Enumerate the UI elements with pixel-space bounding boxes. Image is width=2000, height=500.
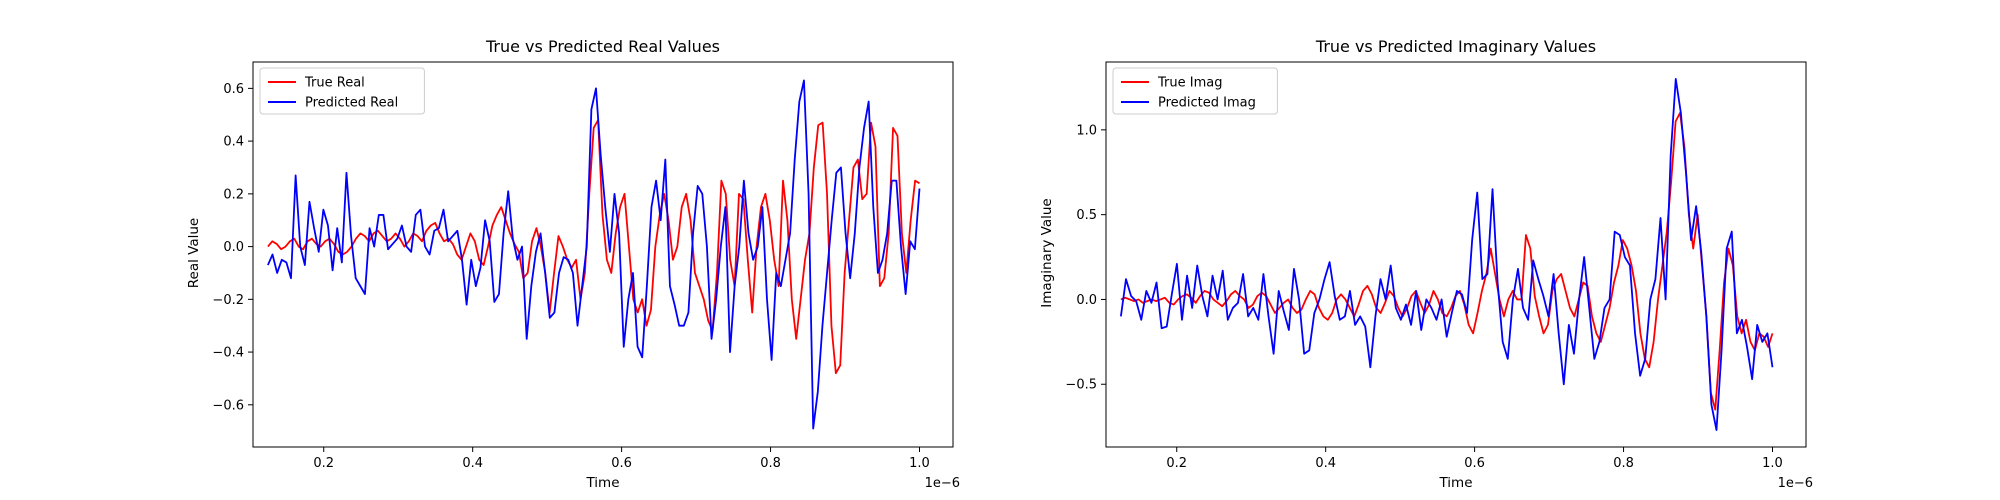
chart-title: True vs Predicted Imaginary Values <box>1315 37 1596 56</box>
y-axis-label: Real Value <box>186 218 202 288</box>
y-tick-label: −0.2 <box>212 293 244 308</box>
y-tick-label: −0.4 <box>212 346 244 361</box>
y-tick-label: 0.0 <box>1076 293 1097 308</box>
x-tick-label: 1.0 <box>1762 456 1783 471</box>
y-tick-label: 0.6 <box>223 82 244 97</box>
series-group <box>267 79 921 430</box>
plot-area: 0.2 0.4 0.6 0.8 1.0 −0.6 −0.4 −0.2 0.0 0.2 0.4 0.6 T… <box>212 61 954 471</box>
y-tick-label: −0.6 <box>212 398 244 413</box>
x-tick-label: 0.8 <box>760 456 781 471</box>
y-axis-label: Imaginary Value <box>1039 198 1055 307</box>
series-line-predicted <box>267 79 921 430</box>
y-tick-label: −0.5 <box>1065 378 1097 393</box>
chart-imaginary-values: True vs Predicted Imaginary Values 0.2 0.… <box>1039 37 1813 491</box>
x-axis-label: Time <box>1438 475 1472 491</box>
legend-box <box>259 67 425 115</box>
legend-entry-label: Predicted Real <box>305 96 398 111</box>
x-tick-label: 0.2 <box>313 456 334 471</box>
series-line-true <box>1120 111 1774 411</box>
y-tick-label: 0.4 <box>223 135 244 150</box>
chart-real-values: True vs Predicted Real Values 0.2 0.4 0.6 0… <box>186 37 960 491</box>
x-tick-label: 0.8 <box>1613 456 1634 471</box>
x-axis-label: Time <box>585 475 619 491</box>
x-tick-label: 0.6 <box>1464 456 1485 471</box>
axes-frame <box>1105 61 1807 448</box>
legend: True Imag Predicted Imag <box>1112 67 1278 115</box>
y-tick-label: 1.0 <box>1076 123 1097 138</box>
x-tick-label: 0.4 <box>462 456 483 471</box>
chart-title: True vs Predicted Real Values <box>485 37 720 56</box>
axes-frame <box>252 61 954 448</box>
x-offset-label: 1e−6 <box>1778 476 1813 491</box>
series-group <box>1119 78 1774 431</box>
legend-box <box>1112 67 1278 115</box>
legend-entry-label: True Imag <box>1157 76 1222 91</box>
plot-area: 0.2 0.4 0.6 0.8 1.0 −0.5 0.0 0.5 1.0 True Imag Pre… <box>1065 61 1807 471</box>
x-offset-label: 1e−6 <box>925 476 960 491</box>
x-tick-label: 0.2 <box>1166 456 1187 471</box>
legend: True Real Predicted Real <box>259 67 425 115</box>
legend-entry-label: Predicted Imag <box>1158 96 1256 111</box>
legend-entry-label: True Real <box>304 76 365 91</box>
y-tick-label: 0.0 <box>223 240 244 255</box>
y-tick-label: 0.2 <box>223 187 244 202</box>
x-tick-label: 1.0 <box>909 456 930 471</box>
y-tick-label: 0.5 <box>1076 208 1097 223</box>
series-line-predicted <box>1119 78 1774 431</box>
x-tick-label: 0.6 <box>611 456 632 471</box>
x-tick-label: 0.4 <box>1315 456 1336 471</box>
